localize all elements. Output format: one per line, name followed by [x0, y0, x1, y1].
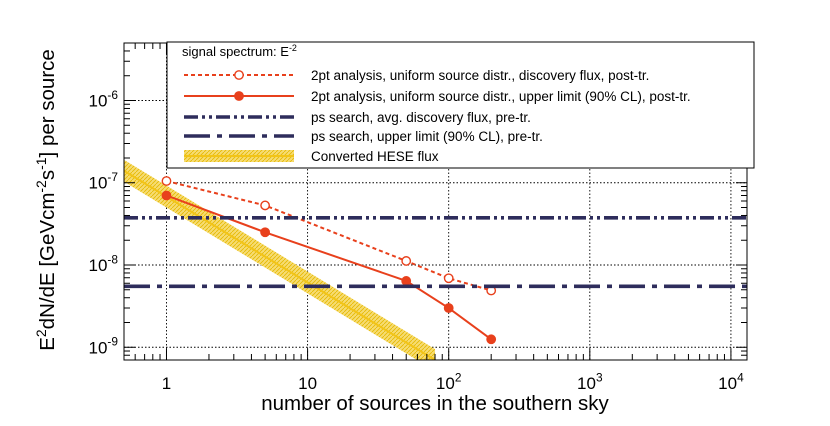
data-point-1 — [486, 334, 497, 345]
x-axis-label: number of sources in the southern sky — [261, 392, 609, 415]
legend: signal spectrum: E-2 2pt analysis, unifor… — [166, 41, 755, 169]
y-axis-label-text: E2dN/dE [GeVcm-2s-1] per source — [33, 49, 59, 351]
y-tick-label: 10-6 — [89, 88, 119, 111]
legend-marker — [234, 70, 244, 80]
legend-box — [166, 41, 755, 169]
data-point-1 — [443, 303, 454, 313]
x-tick-label: 103 — [577, 370, 603, 393]
x-tick-label: 1 — [162, 374, 171, 393]
legend-entry-label: Converted HESE flux — [311, 149, 439, 164]
series-layer — [124, 176, 747, 345]
axes: 1 10 102 103 104 10-9 10-8 10-7 10-6 — [89, 42, 748, 393]
y-tick-label: 10-8 — [89, 252, 119, 275]
band-layer — [124, 159, 436, 360]
legend-entry-label: 2pt analysis, uniform source distr., upp… — [311, 89, 691, 104]
y-axis-label: E2dN/dE [GeVcm-2s-1] per source — [33, 49, 59, 351]
data-point-0 — [161, 176, 172, 186]
y-tick-label: 10-9 — [89, 335, 119, 358]
data-point-1 — [161, 190, 172, 201]
hese-central-line — [124, 169, 436, 360]
legend-title: signal spectrum: E-2 — [182, 43, 297, 59]
data-point-0 — [260, 200, 271, 211]
x-tick-label: 104 — [718, 370, 744, 393]
legend-entry-label: ps search, avg. discovery flux, pre-tr. — [311, 110, 531, 125]
data-point-1 — [260, 227, 271, 238]
x-tick-label: 102 — [436, 370, 462, 393]
x-tick-label: 10 — [298, 374, 317, 393]
data-point-0 — [401, 256, 412, 266]
hese-band — [124, 159, 436, 360]
data-point-0 — [443, 273, 454, 284]
legend-marker — [234, 91, 244, 101]
legend-entry-label: ps search, upper limit (90% CL), pre-tr. — [311, 129, 543, 144]
legend-entry-label: 2pt analysis, uniform source distr., dis… — [311, 68, 649, 83]
data-point-1 — [401, 276, 412, 286]
y-tick-label: 10-7 — [89, 170, 119, 193]
